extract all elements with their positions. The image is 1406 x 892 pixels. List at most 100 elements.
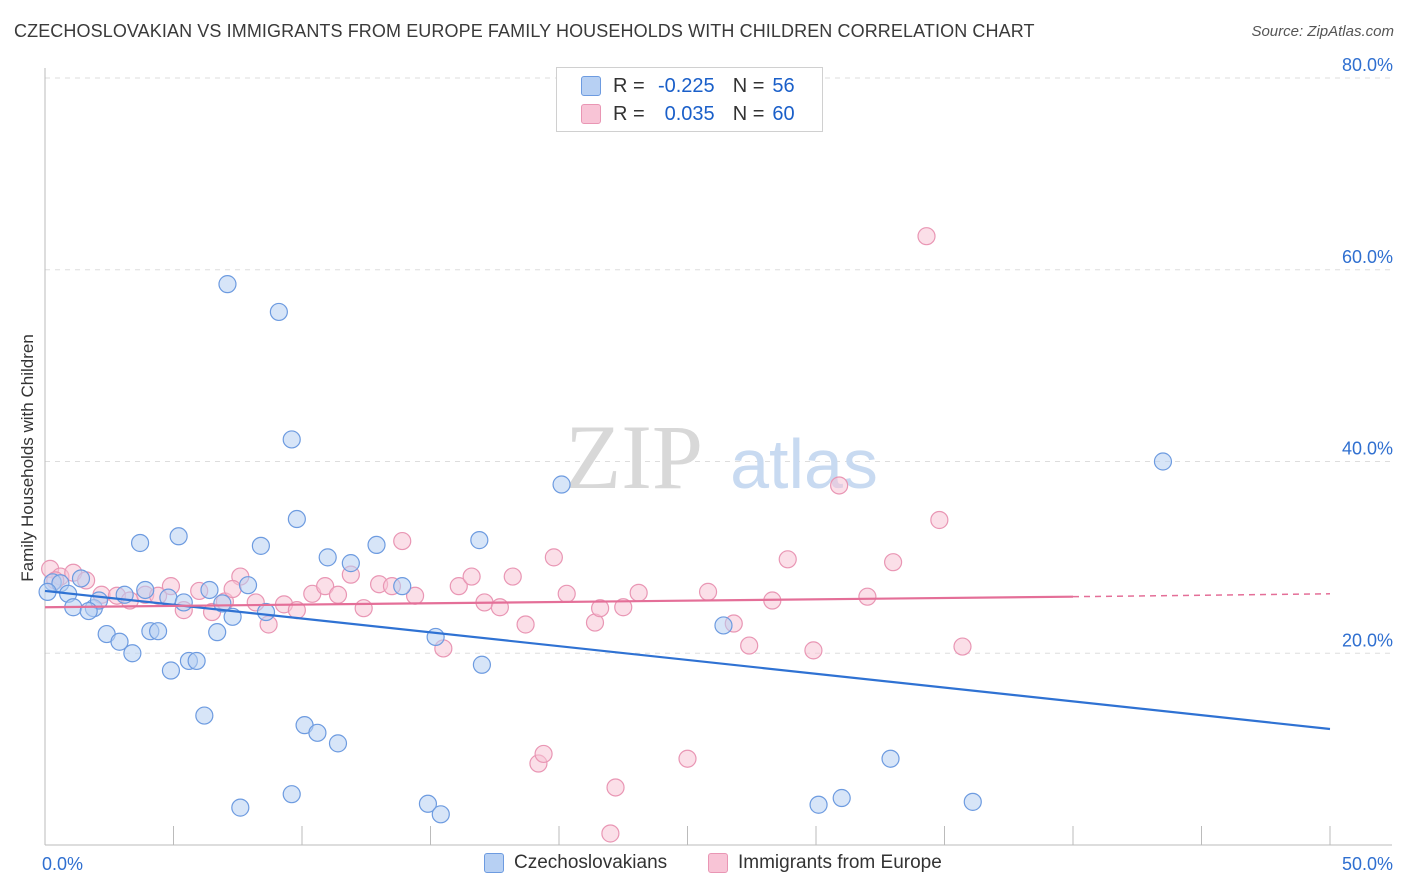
immigrant-trendline	[44, 595, 1074, 609]
pink-swatch	[581, 104, 601, 124]
r-value: -0.225	[657, 74, 715, 97]
r-value: 0.035	[664, 102, 715, 125]
czechoslovakian-point	[269, 302, 288, 322]
czechoslovakian-point	[251, 536, 270, 555]
czechoslovakian-point	[472, 655, 491, 674]
grid-layer	[45, 77, 1392, 654]
czechoslovakian-point	[431, 805, 450, 824]
immigrant-point	[449, 577, 468, 596]
immigrant-point	[316, 577, 335, 596]
czechoslovakian-point	[256, 602, 276, 622]
legend-label: Czechoslovakians	[514, 852, 668, 873]
trend-lines	[44, 589, 1331, 731]
immigrant-point	[354, 599, 373, 618]
immigrant-point	[930, 510, 949, 530]
immigrant-point	[629, 583, 648, 602]
series-legend: Czechoslovakians Immigrants from Europe	[0, 852, 1406, 878]
legend-item-czechoslovakians[interactable]: Czechoslovakians	[484, 852, 667, 874]
czechoslovakian-point	[169, 527, 188, 546]
czechoslovakian-point	[195, 706, 214, 725]
immigrant-point	[601, 824, 620, 843]
czechoslovakian-point	[136, 580, 155, 600]
czechoslovakian-point	[130, 533, 150, 553]
czechoslovakian-point	[393, 577, 412, 596]
axes: 20.0% 40.0% 60.0% 80.0% 0.0% 50.0%	[42, 55, 1393, 874]
chart-title: CZECHOSLOVAKIAN VS IMMIGRANTS FROM EUROP…	[14, 21, 1035, 41]
immigrant-point	[490, 598, 509, 617]
immigrant-point	[678, 749, 697, 768]
immigrant-point	[534, 744, 553, 764]
czechoslovakian-trendline	[44, 589, 1331, 731]
immigrant-point	[544, 548, 563, 567]
czechoslovakian-point	[1153, 452, 1173, 471]
n-value: 56	[772, 74, 795, 97]
legend-label: Immigrants from Europe	[738, 852, 942, 873]
czechoslovakian-point	[287, 509, 306, 529]
immigrant-point	[830, 476, 849, 495]
immigrant-point	[804, 641, 823, 660]
czechoslovakian-point	[367, 535, 386, 555]
watermark: ZIP atlas	[565, 406, 878, 508]
czechoslovakian-point	[881, 749, 900, 768]
czechoslovakian-point	[110, 632, 129, 651]
immigrant-point	[462, 567, 481, 586]
y-tick-label: 20.0%	[1342, 630, 1393, 650]
immigrant-point	[393, 531, 412, 551]
czechoslovakian-point	[418, 794, 438, 813]
czechoslovakian-point	[200, 580, 219, 600]
czechoslovakian-point	[318, 548, 337, 567]
czechoslovakian-point	[161, 661, 181, 680]
x-tick-label: 0.0%	[42, 854, 83, 874]
y-tick-label: 60.0%	[1342, 247, 1393, 267]
immigrant-point	[917, 227, 936, 246]
data-points	[38, 227, 1173, 843]
immigrant-point	[328, 585, 348, 604]
immigrant-point	[858, 587, 877, 606]
czechoslovakian-point	[328, 734, 348, 753]
czechoslovakian-point	[187, 651, 206, 671]
czechoslovakian-point	[174, 593, 193, 612]
y-tick-label: 80.0%	[1342, 55, 1393, 75]
immigrant-point	[223, 579, 242, 599]
legend-item-immigrants[interactable]: Immigrants from Europe	[708, 852, 942, 874]
chart-source: Source: ZipAtlas.com	[1251, 23, 1394, 40]
immigrant-point	[516, 615, 535, 634]
immigrant-point	[740, 636, 759, 655]
czechoslovakian-point	[231, 798, 250, 817]
czechoslovakian-point	[308, 723, 327, 742]
n-label: N =	[732, 102, 765, 125]
czechoslovakian-point	[71, 569, 91, 588]
czechoslovakian-point	[148, 622, 168, 641]
czechoslovakian-point	[218, 275, 237, 294]
n-value: 60	[772, 102, 795, 125]
czechoslovakian-point	[470, 531, 489, 550]
immigrant-point	[591, 599, 610, 618]
x-tick-label: 50.0%	[1342, 854, 1393, 874]
czechoslovakian-point	[123, 644, 142, 663]
immigrant-point	[606, 778, 625, 797]
immigrant-point	[503, 567, 522, 586]
correlation-legend: R = -0.225 N = 56 R = 0.035 N = 60	[556, 67, 823, 132]
czechoslovakian-point	[714, 616, 733, 635]
czechoslovakian-point	[282, 430, 301, 449]
czechoslovakian-point	[213, 594, 232, 613]
y-tick-label: 40.0%	[1342, 439, 1393, 459]
pink-swatch	[708, 853, 728, 873]
czechoslovakian-point	[341, 554, 360, 573]
r-label: R =	[613, 74, 645, 97]
immigrant-point	[614, 598, 633, 617]
legend-row-czechoslovakians: R = -0.225 N = 56	[581, 72, 795, 100]
blue-swatch	[581, 76, 601, 96]
czechoslovakian-point	[426, 627, 445, 647]
immigrant-trendline-extension	[1072, 593, 1331, 598]
watermark-zip: ZIP	[565, 406, 703, 508]
immigrant-point	[883, 553, 903, 572]
czechoslovakian-point	[282, 785, 301, 804]
czechoslovakian-point	[208, 623, 227, 642]
immigrant-point	[698, 582, 718, 601]
watermark-atlas: atlas	[730, 425, 878, 503]
czechoslovakian-point	[238, 576, 258, 595]
r-label: R =	[613, 102, 645, 125]
immigrant-point	[557, 584, 576, 603]
